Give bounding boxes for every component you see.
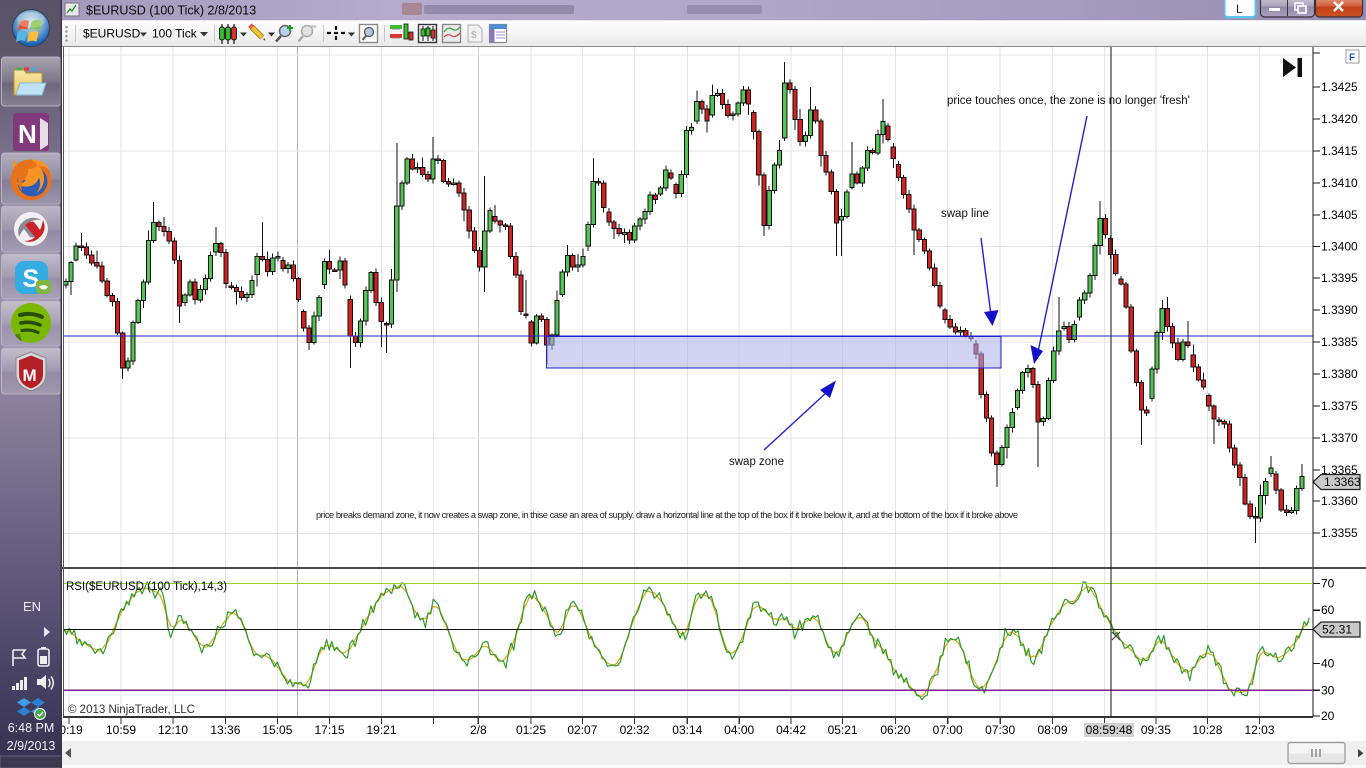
svg-text:price touches once, the zone i: price touches once, the zone is no longe… xyxy=(947,95,1190,107)
svg-text:07:30: 07:30 xyxy=(985,723,1015,737)
svg-text:15:05: 15:05 xyxy=(262,723,292,737)
svg-text:06:20: 06:20 xyxy=(880,723,910,737)
svg-text:1.3365: 1.3365 xyxy=(1321,463,1358,477)
svg-text:M: M xyxy=(23,366,37,385)
svg-text:100 Tick: 100 Tick xyxy=(152,27,198,41)
svg-text:S: S xyxy=(23,265,40,293)
svg-text:12:10: 12:10 xyxy=(158,723,188,737)
svg-text:$EURUSD (100 Tick) 2/8/2013: $EURUSD (100 Tick) 2/8/2013 xyxy=(86,4,256,18)
svg-text:EN: EN xyxy=(23,599,41,614)
svg-text:02:07: 02:07 xyxy=(567,723,597,737)
svg-text:0:19: 0:19 xyxy=(62,723,83,737)
svg-text:10:28: 10:28 xyxy=(1192,723,1222,737)
svg-text:1.3370: 1.3370 xyxy=(1321,431,1358,445)
svg-text:swap line: swap line xyxy=(941,208,989,220)
svg-text:1.3375: 1.3375 xyxy=(1321,399,1358,413)
svg-text:1.3400: 1.3400 xyxy=(1321,240,1358,254)
svg-text:70: 70 xyxy=(1321,577,1335,591)
svg-text:1.3420: 1.3420 xyxy=(1321,112,1358,126)
svg-text:52.31: 52.31 xyxy=(1322,623,1352,637)
svg-text:10:59: 10:59 xyxy=(106,723,136,737)
svg-text:1.3390: 1.3390 xyxy=(1321,303,1358,317)
svg-text:1.3410: 1.3410 xyxy=(1321,176,1358,190)
svg-text:17:15: 17:15 xyxy=(314,723,344,737)
svg-text:1.3360: 1.3360 xyxy=(1321,494,1358,508)
svg-text:07:00: 07:00 xyxy=(933,723,963,737)
svg-text:2/8: 2/8 xyxy=(470,723,487,737)
svg-text:© 2013 NinjaTrader, LLC: © 2013 NinjaTrader, LLC xyxy=(68,704,195,716)
svg-text:1.3395: 1.3395 xyxy=(1321,271,1358,285)
svg-text:04:42: 04:42 xyxy=(776,723,806,737)
svg-text:04:00: 04:00 xyxy=(724,723,754,737)
svg-text:N: N xyxy=(18,119,37,149)
svg-text:12:03: 12:03 xyxy=(1244,723,1274,737)
svg-text:1.3425: 1.3425 xyxy=(1321,80,1358,94)
svg-text:1.3355: 1.3355 xyxy=(1321,526,1358,540)
svg-text:05:21: 05:21 xyxy=(828,723,858,737)
svg-text:1.3415: 1.3415 xyxy=(1321,144,1358,158)
svg-text:swap zone: swap zone xyxy=(729,456,784,468)
svg-text:60: 60 xyxy=(1321,603,1335,617)
svg-text:02:32: 02:32 xyxy=(620,723,650,737)
svg-text:2/9/2013: 2/9/2013 xyxy=(7,739,56,753)
svg-text:L: L xyxy=(1236,2,1243,16)
svg-text:F: F xyxy=(1349,53,1355,64)
svg-text:price breaks demand zone, it: price breaks demand zone, it now creates… xyxy=(316,510,1018,520)
svg-text:08:59:48: 08:59:48 xyxy=(1086,723,1133,737)
svg-text:13:36: 13:36 xyxy=(210,723,240,737)
svg-text:08:09: 08:09 xyxy=(1037,723,1067,737)
svg-text:$: $ xyxy=(471,30,477,41)
svg-text:09:35: 09:35 xyxy=(1141,723,1171,737)
svg-text:30: 30 xyxy=(1321,683,1335,697)
svg-text:01:25: 01:25 xyxy=(516,723,546,737)
svg-text:6:48 PM: 6:48 PM xyxy=(8,721,55,735)
svg-text:40: 40 xyxy=(1321,657,1335,671)
svg-text:19:21: 19:21 xyxy=(366,723,396,737)
svg-text:$EURUSD: $EURUSD xyxy=(83,27,141,41)
svg-text:1.3363: 1.3363 xyxy=(1324,475,1361,489)
svg-text:1.3385: 1.3385 xyxy=(1321,335,1358,349)
svg-text:20: 20 xyxy=(1321,709,1335,723)
svg-text:RSI($EURUSD (100 Tick),14,3): RSI($EURUSD (100 Tick),14,3) xyxy=(66,581,227,593)
svg-text:03:14: 03:14 xyxy=(672,723,702,737)
svg-text:1.3405: 1.3405 xyxy=(1321,208,1358,222)
svg-text:1.3380: 1.3380 xyxy=(1321,367,1358,381)
